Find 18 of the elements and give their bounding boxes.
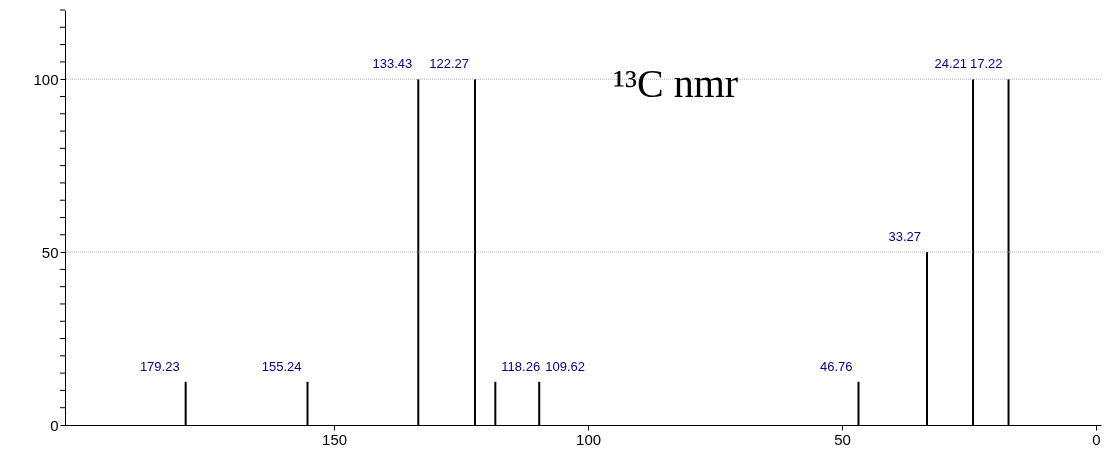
y-tick-label: 50 <box>41 243 59 261</box>
x-tick-label: 100 <box>576 430 602 448</box>
annotation: 109.62 <box>545 358 585 374</box>
y-tick-label: 100 <box>33 70 59 88</box>
annotation: 122.27 <box>429 56 469 72</box>
x-tick-label: 150 <box>322 430 348 448</box>
annotation: 17.22 <box>969 56 1003 72</box>
annotation: 179.23 <box>139 358 180 374</box>
x-tick-label: 0 <box>1092 430 1101 448</box>
x-tick-label: 50 <box>834 430 851 448</box>
annotation: 118.26 <box>501 358 541 374</box>
annotation: 155.24 <box>261 358 302 374</box>
annotation: 24.21 <box>934 56 968 72</box>
annotation: 46.76 <box>819 358 853 374</box>
annotation: 33.27 <box>888 229 922 245</box>
annotation: ¹³C nmr <box>613 61 739 106</box>
y-tick-label: 0 <box>50 416 59 434</box>
annotation: 133.43 <box>372 56 413 72</box>
